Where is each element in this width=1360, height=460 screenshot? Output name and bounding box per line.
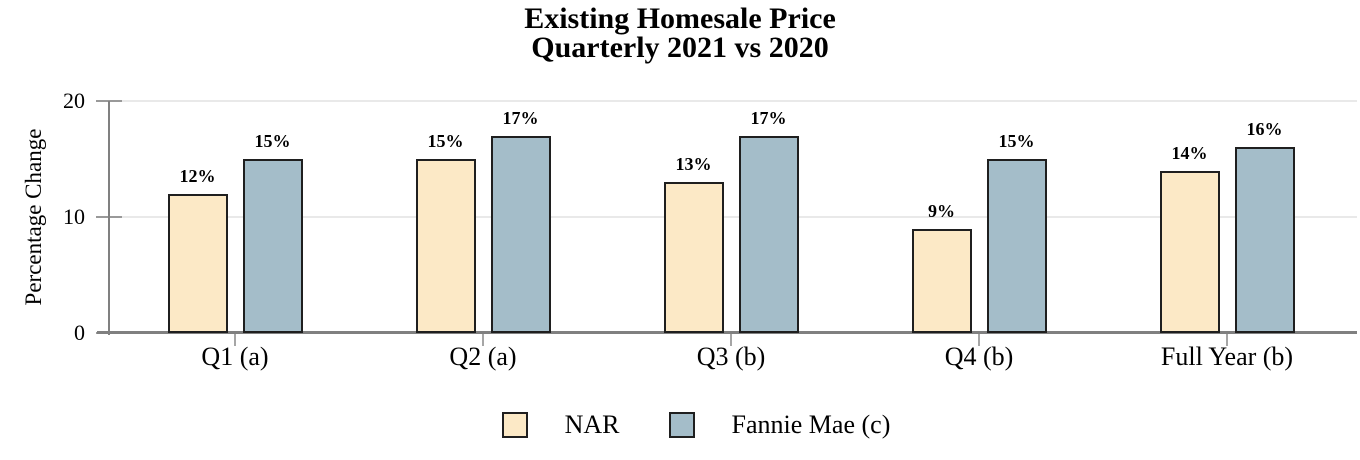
legend-swatch	[501, 412, 528, 438]
y-axis-tick-label: 20	[63, 88, 85, 113]
x-axis-tick	[978, 334, 980, 346]
legend-label: NAR	[564, 410, 620, 439]
category-label: Q3 (b)	[696, 342, 766, 371]
legend-label: Fannie Mae (c)	[731, 410, 891, 439]
bar-value-label: 17%	[750, 108, 787, 128]
chart-title-line1: Existing Homesale Price	[524, 2, 836, 35]
y-axis-line	[108, 101, 110, 335]
gridline-10	[108, 216, 1357, 218]
category-label: Q2 (a)	[449, 342, 517, 371]
bar-value-label: 9%	[928, 201, 955, 221]
bar-value-label: 15%	[427, 131, 464, 151]
bar-fannie-mae-c	[1234, 147, 1295, 333]
y-axis-tick-label: 0	[74, 320, 85, 345]
bar-fannie-mae-c	[986, 159, 1047, 333]
legend-entry: NAR	[501, 410, 620, 439]
category-label: Full Year (b)	[1160, 342, 1294, 371]
bar-nar	[167, 194, 228, 333]
chart-title-line2: Quarterly 2021 vs 2020	[531, 31, 829, 64]
bar-nar	[663, 182, 724, 333]
y-axis-tick-label: 10	[63, 204, 85, 229]
x-axis-tick	[730, 334, 732, 346]
legend-swatch	[668, 412, 695, 438]
bar-value-label: 15%	[254, 131, 291, 151]
bar-fannie-mae-c	[242, 159, 303, 333]
x-axis-line	[97, 331, 1357, 334]
bar-value-label: 14%	[1171, 143, 1208, 163]
bar-value-label: 13%	[675, 154, 712, 174]
bar-fannie-mae-c	[738, 136, 799, 333]
legend: NAR Fannie Mae (c)	[0, 412, 1360, 438]
category-label: Q4 (b)	[944, 342, 1014, 371]
legend-entry: Fannie Mae (c)	[668, 410, 891, 439]
bar-nar	[415, 159, 476, 333]
bar-value-label: 17%	[502, 108, 539, 128]
bar-nar	[911, 229, 972, 333]
category-label: Q1 (a)	[201, 342, 269, 371]
gridline-20	[108, 100, 1357, 102]
bar-value-label: 12%	[179, 166, 216, 186]
x-axis-tick	[1226, 334, 1228, 346]
bar-value-label: 16%	[1246, 119, 1283, 139]
bar-fannie-mae-c	[490, 136, 551, 333]
chart-title: Existing Homesale Price Quarterly 2021 v…	[0, 2, 1360, 64]
bar-nar	[1159, 171, 1220, 333]
x-axis-tick	[234, 334, 236, 346]
x-axis-tick	[482, 334, 484, 346]
bar-value-label: 15%	[998, 131, 1035, 151]
